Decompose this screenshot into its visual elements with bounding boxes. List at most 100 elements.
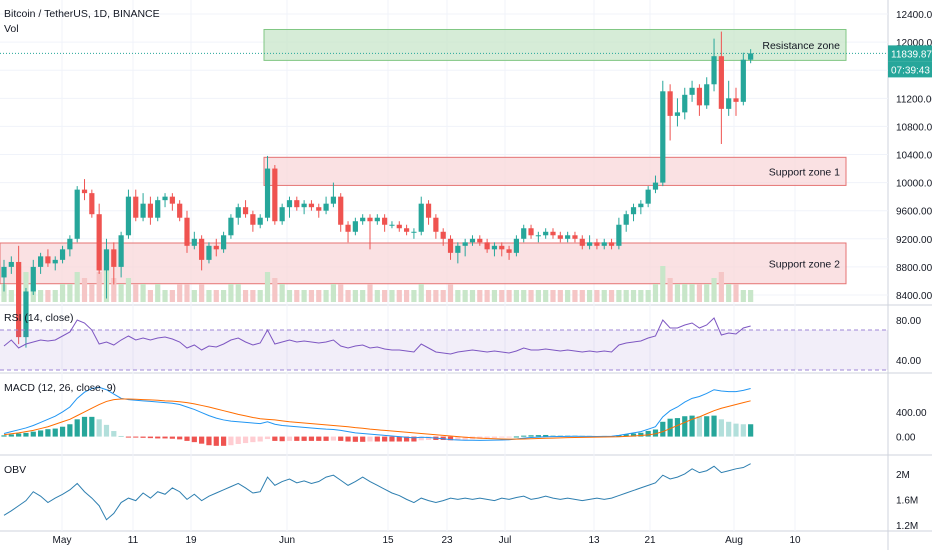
macd-histogram-bar <box>155 436 161 439</box>
volume-bar <box>294 290 300 302</box>
candle-body <box>718 56 724 109</box>
volume-bar <box>360 290 366 302</box>
volume-bar <box>535 290 541 302</box>
candle-body <box>96 214 102 271</box>
candle-body <box>630 207 637 215</box>
time-tick-label: May <box>53 535 72 546</box>
macd-histogram-bar <box>228 436 234 446</box>
candle-body <box>506 249 512 253</box>
volume-bar <box>301 290 307 302</box>
zone-label: Support zone 1 <box>769 166 840 178</box>
volume-bar <box>257 290 263 302</box>
candle-body <box>579 238 585 246</box>
candle-body <box>674 112 681 116</box>
volume-bar <box>543 290 549 302</box>
volume-bar <box>96 272 102 302</box>
time-tick-label: 23 <box>441 535 453 546</box>
macd-histogram-bar <box>221 436 227 446</box>
volume-bar <box>52 290 58 302</box>
volume-bar <box>118 284 124 302</box>
volume-bar <box>557 290 563 302</box>
time-tick-label: 21 <box>644 535 656 546</box>
macd-histogram-bar <box>374 436 380 442</box>
macd-title: MACD (12, 26, close, 9) <box>4 382 117 394</box>
candle-body <box>155 200 161 218</box>
candle-body <box>38 256 44 267</box>
macd-histogram-bar <box>74 419 80 437</box>
volume-bar <box>521 290 527 302</box>
macd-histogram-bar <box>30 431 36 437</box>
volume-bar <box>425 290 432 302</box>
macd-histogram-bar <box>667 418 673 437</box>
volume-bar <box>286 290 293 302</box>
volume-bar <box>191 290 197 302</box>
volume-bar <box>733 284 739 302</box>
time-tick-label: 19 <box>185 535 197 546</box>
macd-histogram-bar <box>8 434 14 437</box>
candle-body <box>147 203 153 218</box>
macd-histogram-bar <box>638 432 644 437</box>
volume-bar <box>1 284 7 302</box>
candle-body <box>748 53 754 60</box>
volume-bar <box>630 290 637 302</box>
candle-body <box>30 266 36 292</box>
price-tick-label: 9200.00 <box>896 235 932 246</box>
macd-line <box>3 386 751 441</box>
macd-histogram-bar <box>718 419 724 437</box>
candle-body <box>206 245 212 260</box>
candle-body <box>499 245 505 250</box>
volume-bar <box>228 284 234 302</box>
volume-bar <box>587 290 593 302</box>
macd-histogram-bar <box>616 435 622 437</box>
candle-body <box>704 84 710 106</box>
volume-bar <box>726 284 732 302</box>
volume-bar <box>418 284 424 302</box>
price-tick-label: 8400.00 <box>896 291 932 302</box>
candle-body <box>689 87 695 95</box>
candle-body <box>462 242 468 246</box>
volume-bar <box>616 290 622 302</box>
candle-body <box>696 87 702 106</box>
macd-histogram-bar <box>316 436 322 441</box>
macd-histogram-bar <box>484 436 490 439</box>
volume-bar <box>477 290 483 302</box>
time-tick-label: 10 <box>789 535 801 546</box>
candle-body <box>543 231 549 236</box>
candle-body <box>235 207 241 218</box>
macd-histogram-bar <box>184 436 190 441</box>
macd-histogram-bar <box>67 424 73 437</box>
volume-bar <box>674 284 681 302</box>
time-tick-label: Aug <box>725 535 743 546</box>
candle-body <box>528 228 534 236</box>
macd-histogram-bar <box>528 435 534 437</box>
candle-body <box>660 91 666 183</box>
candle-body <box>740 59 746 102</box>
obv-tick-label: 2M <box>896 470 910 481</box>
candle-body <box>74 189 80 239</box>
candle-body <box>535 235 541 237</box>
volume-bar <box>623 290 629 302</box>
volume-bar <box>704 284 710 302</box>
candle-body <box>8 261 14 267</box>
macd-histogram-bar <box>59 426 66 437</box>
volume-bar <box>696 284 702 302</box>
zone-label: Resistance zone <box>762 40 840 52</box>
candle-body <box>162 196 168 201</box>
macd-histogram-bar <box>425 436 432 440</box>
volume-bar <box>748 290 754 302</box>
volume-bar <box>601 290 607 302</box>
last-price-label: 11839.87 <box>891 49 932 60</box>
obv-tick-label: 1.2M <box>896 521 918 532</box>
volume-bar <box>38 290 44 302</box>
macd-tick-label: 400.00 <box>896 408 927 419</box>
candle-body <box>81 189 88 194</box>
candle-body <box>484 242 490 250</box>
obv-line <box>3 463 751 521</box>
macd-histogram-bar <box>191 436 197 443</box>
candle-body <box>338 196 344 225</box>
macd-histogram-bar <box>338 436 344 441</box>
candle-body <box>645 189 651 204</box>
time-tick-label: 13 <box>588 535 600 546</box>
